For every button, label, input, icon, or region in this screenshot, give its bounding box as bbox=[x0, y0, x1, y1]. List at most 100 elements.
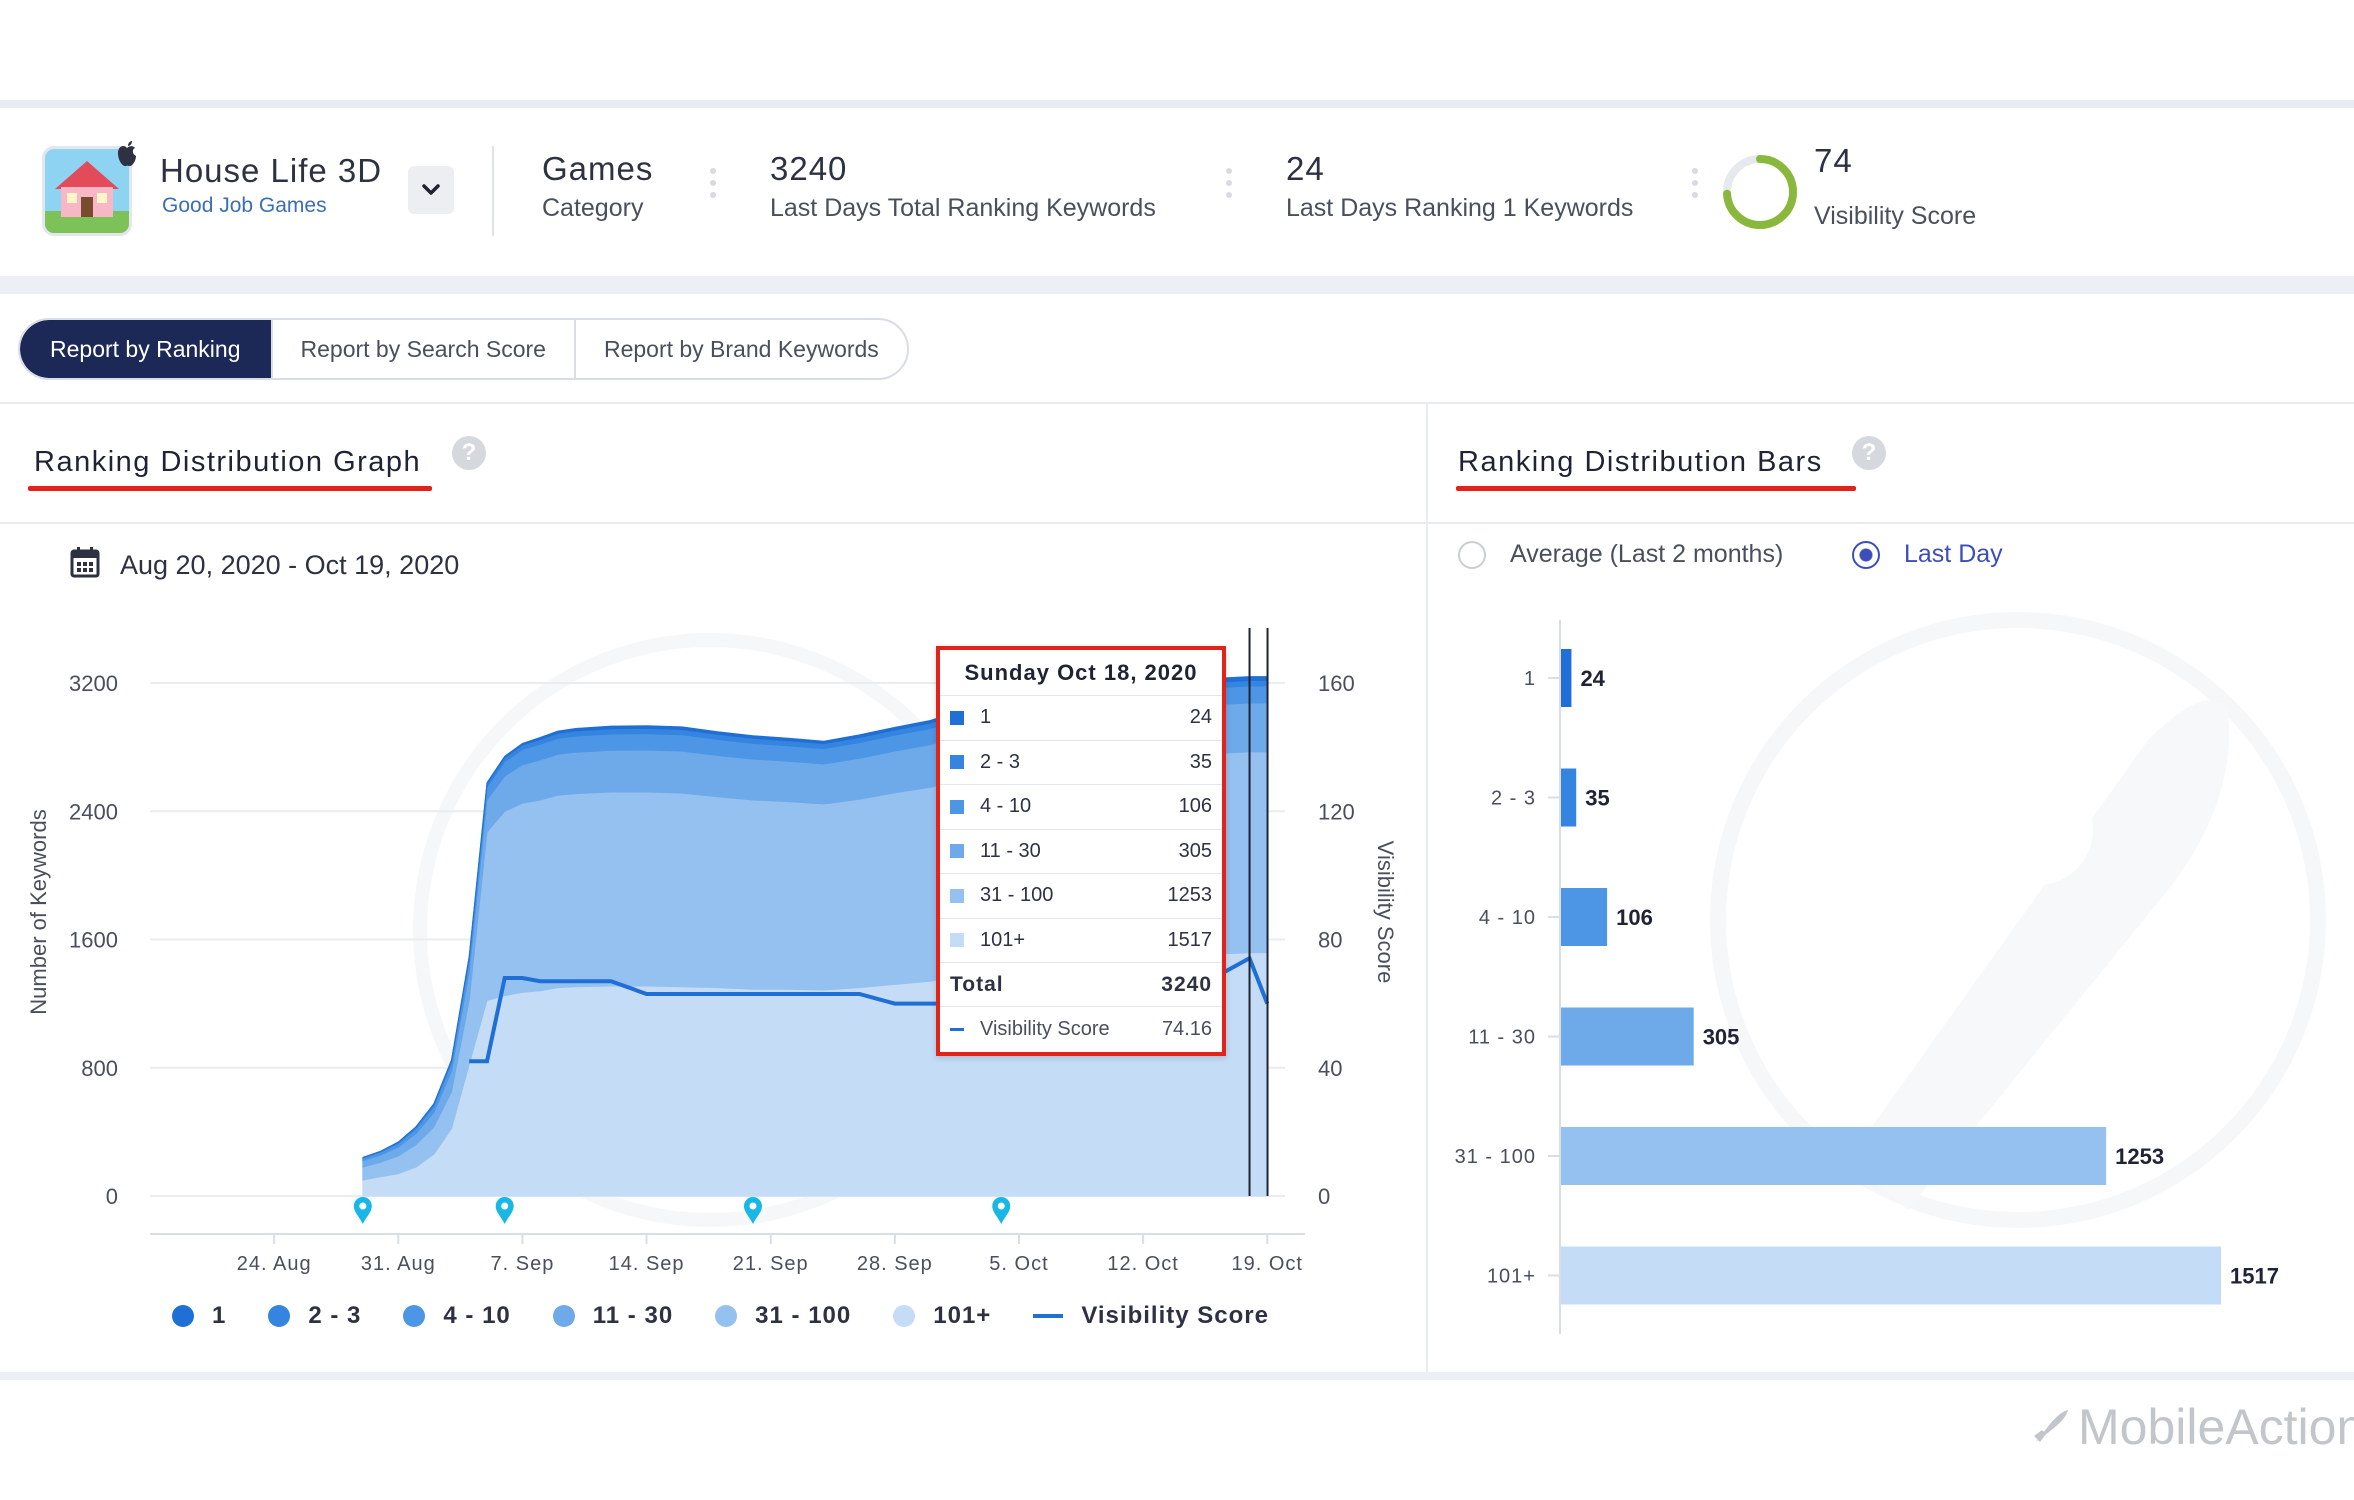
radio-average[interactable]: Average (Last 2 months) bbox=[1458, 540, 1783, 569]
bar-value-label: 305 bbox=[1703, 1025, 1740, 1050]
legend-label: 2 - 3 bbox=[308, 1302, 362, 1329]
legend-item[interactable]: 11 - 30 bbox=[552, 1302, 673, 1330]
panel-header-border bbox=[0, 522, 2354, 524]
bar-category-label: 4 - 10 bbox=[1479, 907, 1536, 929]
tooltip-row-swatch bbox=[950, 933, 964, 948]
radio-last-day-label: Last Day bbox=[1904, 540, 2003, 568]
graph-help-icon[interactable]: ? bbox=[452, 436, 486, 470]
visibility-score-value: 74 bbox=[1814, 142, 1853, 179]
stat-separator bbox=[710, 168, 716, 208]
pin-shape bbox=[743, 1197, 762, 1224]
tooltip-row-label: 101+ bbox=[980, 928, 1026, 951]
radio-average-label: Average (Last 2 months) bbox=[1510, 540, 1784, 568]
event-marker-pin-icon[interactable] bbox=[743, 1197, 762, 1224]
event-marker-pin-icon[interactable] bbox=[495, 1197, 514, 1224]
y-tick-label: 0 bbox=[106, 1184, 118, 1209]
tooltip-row-value: 1517 bbox=[1167, 928, 1213, 951]
app-developer-link[interactable]: Good Job Games bbox=[162, 194, 327, 217]
x-tick-label: 28. Sep bbox=[857, 1253, 933, 1275]
pin-hole bbox=[359, 1202, 367, 1210]
bar-value-label: 35 bbox=[1585, 786, 1609, 811]
category-value: Games bbox=[542, 150, 654, 187]
tooltip-row-swatch bbox=[950, 799, 964, 814]
legend-item[interactable]: 31 - 100 bbox=[715, 1302, 851, 1330]
mobileaction-wordmark: MobileAction bbox=[2078, 1399, 2354, 1455]
tooltip-row: 2 - 3 35 bbox=[940, 741, 1222, 785]
tooltip-row-value: 305 bbox=[1178, 839, 1212, 862]
stat-separator bbox=[1692, 168, 1698, 208]
event-marker-pin-icon[interactable] bbox=[353, 1197, 372, 1224]
x-tick-label: 7. Sep bbox=[491, 1253, 555, 1275]
x-tick-label: 14. Sep bbox=[609, 1253, 685, 1275]
rocket-logo-icon bbox=[2034, 1410, 2068, 1442]
category-label: Category bbox=[542, 194, 644, 222]
legend-label: 1 bbox=[212, 1302, 227, 1329]
tooltip-row: 11 - 30 305 bbox=[940, 830, 1222, 874]
ranking-distribution-bars[interactable]: 1 24 2 - 3 35 4 - 10 106 11 - 30 305 31 - 100 125… bbox=[1428, 600, 2354, 1340]
header-divider bbox=[492, 146, 494, 236]
bar-101+[interactable] bbox=[1561, 1246, 2221, 1305]
bar-value-label: 106 bbox=[1616, 905, 1653, 930]
bar-4-10[interactable] bbox=[1561, 888, 1608, 946]
tooltip-row-value: 35 bbox=[1189, 750, 1212, 773]
stat-separator bbox=[1226, 168, 1232, 208]
chevron-down-icon bbox=[422, 184, 440, 195]
legend-dot-marker bbox=[172, 1305, 194, 1327]
calendar-icon[interactable] bbox=[70, 546, 100, 578]
bar-31-100[interactable] bbox=[1561, 1127, 2107, 1185]
x-tick-label: 24. Aug bbox=[237, 1253, 312, 1275]
legend-label: Visibility Score bbox=[1081, 1302, 1269, 1329]
legend-item[interactable]: Visibility Score bbox=[1033, 1302, 1269, 1330]
legend-dot-marker bbox=[893, 1305, 916, 1327]
tooltip-row-label: 11 - 30 bbox=[980, 839, 1041, 862]
date-range[interactable]: Aug 20, 2020 - Oct 19, 2020 bbox=[120, 550, 460, 580]
y2-tick-label: 40 bbox=[1318, 1056, 1342, 1081]
y2-axis-title: Visibility Score bbox=[1373, 841, 1398, 984]
app-name: House Life 3D bbox=[160, 152, 383, 189]
chart-tooltip: Sunday Oct 18, 2020 1 24 2 - 3 35 4 - 10 106 1… bbox=[936, 646, 1226, 1056]
radio-average-circle[interactable] bbox=[1458, 540, 1486, 569]
legend-item[interactable]: 1 bbox=[172, 1302, 226, 1330]
bar-11-30[interactable] bbox=[1561, 1007, 1694, 1066]
tooltip-total-value: 3240 bbox=[1161, 972, 1212, 996]
section-band bbox=[0, 276, 2354, 294]
top-band bbox=[0, 100, 2354, 108]
legend-item[interactable]: 4 - 10 bbox=[403, 1302, 510, 1330]
app-header bbox=[0, 108, 2354, 276]
tab-report-by-brand-keywords[interactable]: Report by Brand Keywords bbox=[603, 335, 879, 362]
y-tick-label: 3200 bbox=[69, 671, 118, 696]
app-icon bbox=[42, 146, 132, 236]
bar-2-3[interactable] bbox=[1561, 768, 1577, 827]
bar-value-label: 1517 bbox=[2230, 1264, 2279, 1289]
bar-1[interactable] bbox=[1561, 649, 1572, 707]
bar-value-label: 1253 bbox=[2115, 1144, 2164, 1169]
radio-last-day[interactable]: Last Day bbox=[1852, 540, 2003, 569]
x-tick-label: 5. Oct bbox=[989, 1253, 1048, 1275]
tooltip-row-swatch bbox=[950, 844, 964, 859]
watermark-rocket-bars bbox=[1710, 612, 2326, 1228]
legend-item[interactable]: 2 - 3 bbox=[268, 1302, 361, 1330]
y-axis-title: Number of Keywords bbox=[26, 809, 51, 1014]
tooltip-row: 1 24 bbox=[940, 696, 1222, 741]
x-tick-label: 19. Oct bbox=[1232, 1253, 1303, 1275]
legend-dot-marker bbox=[268, 1305, 291, 1327]
legend-item[interactable]: 101+ bbox=[893, 1302, 991, 1330]
pin-shape bbox=[353, 1197, 372, 1224]
visibility-score-ring bbox=[1723, 155, 1797, 229]
x-tick-label: 21. Sep bbox=[733, 1253, 809, 1275]
y-tick-label: 1600 bbox=[69, 928, 118, 953]
tooltip-row: 4 - 10 106 bbox=[940, 785, 1222, 830]
legend-label: 101+ bbox=[933, 1302, 992, 1329]
tab-report-by-ranking[interactable]: Report by Ranking bbox=[20, 320, 273, 378]
bars-help-icon[interactable]: ? bbox=[1852, 436, 1886, 470]
tab-report-by-search-score[interactable]: Report by Search Score bbox=[273, 320, 576, 378]
tooltip-row-swatch bbox=[950, 710, 964, 725]
tooltip-row-value: 1253 bbox=[1167, 884, 1213, 907]
event-marker-pin-icon[interactable] bbox=[992, 1197, 1011, 1224]
app-dropdown-button[interactable] bbox=[408, 166, 454, 214]
tooltip-row: 101+ 1517 bbox=[940, 919, 1222, 963]
legend-dot-marker bbox=[715, 1305, 738, 1327]
legend-label: 4 - 10 bbox=[443, 1302, 511, 1329]
tooltip-vis-swatch bbox=[950, 1027, 964, 1031]
radio-last-day-circle[interactable] bbox=[1852, 540, 1880, 569]
